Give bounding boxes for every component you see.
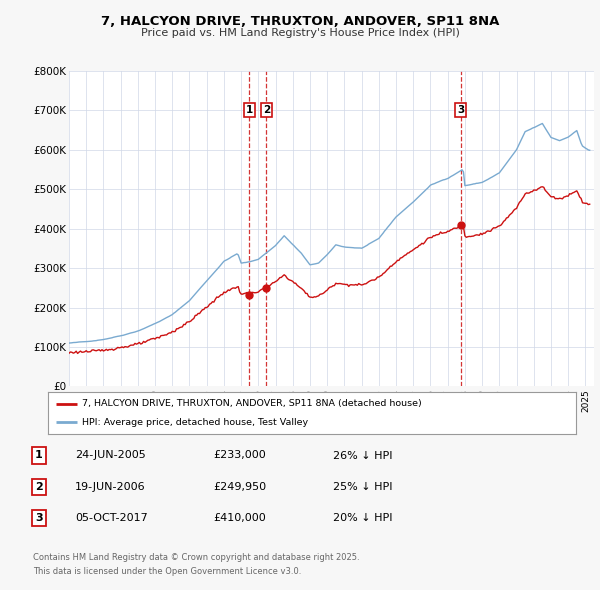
Text: This data is licensed under the Open Government Licence v3.0.: This data is licensed under the Open Gov… bbox=[33, 566, 301, 576]
Text: 19-JUN-2006: 19-JUN-2006 bbox=[75, 482, 146, 491]
Text: 7, HALCYON DRIVE, THRUXTON, ANDOVER, SP11 8NA (detached house): 7, HALCYON DRIVE, THRUXTON, ANDOVER, SP1… bbox=[82, 399, 422, 408]
Text: 2: 2 bbox=[35, 482, 43, 491]
Text: HPI: Average price, detached house, Test Valley: HPI: Average price, detached house, Test… bbox=[82, 418, 308, 427]
Text: 3: 3 bbox=[457, 105, 464, 115]
Text: Contains HM Land Registry data © Crown copyright and database right 2025.: Contains HM Land Registry data © Crown c… bbox=[33, 553, 359, 562]
Text: 25% ↓ HPI: 25% ↓ HPI bbox=[333, 482, 392, 491]
Text: £249,950: £249,950 bbox=[213, 482, 266, 491]
Text: 2: 2 bbox=[263, 105, 270, 115]
Text: 05-OCT-2017: 05-OCT-2017 bbox=[75, 513, 148, 523]
Text: 1: 1 bbox=[35, 451, 43, 460]
Text: 7, HALCYON DRIVE, THRUXTON, ANDOVER, SP11 8NA: 7, HALCYON DRIVE, THRUXTON, ANDOVER, SP1… bbox=[101, 15, 499, 28]
Text: £410,000: £410,000 bbox=[213, 513, 266, 523]
Text: Price paid vs. HM Land Registry's House Price Index (HPI): Price paid vs. HM Land Registry's House … bbox=[140, 28, 460, 38]
Text: 20% ↓ HPI: 20% ↓ HPI bbox=[333, 513, 392, 523]
Text: £233,000: £233,000 bbox=[213, 451, 266, 460]
Text: 26% ↓ HPI: 26% ↓ HPI bbox=[333, 451, 392, 460]
Text: 24-JUN-2005: 24-JUN-2005 bbox=[75, 451, 146, 460]
Text: 3: 3 bbox=[35, 513, 43, 523]
Text: 1: 1 bbox=[246, 105, 253, 115]
